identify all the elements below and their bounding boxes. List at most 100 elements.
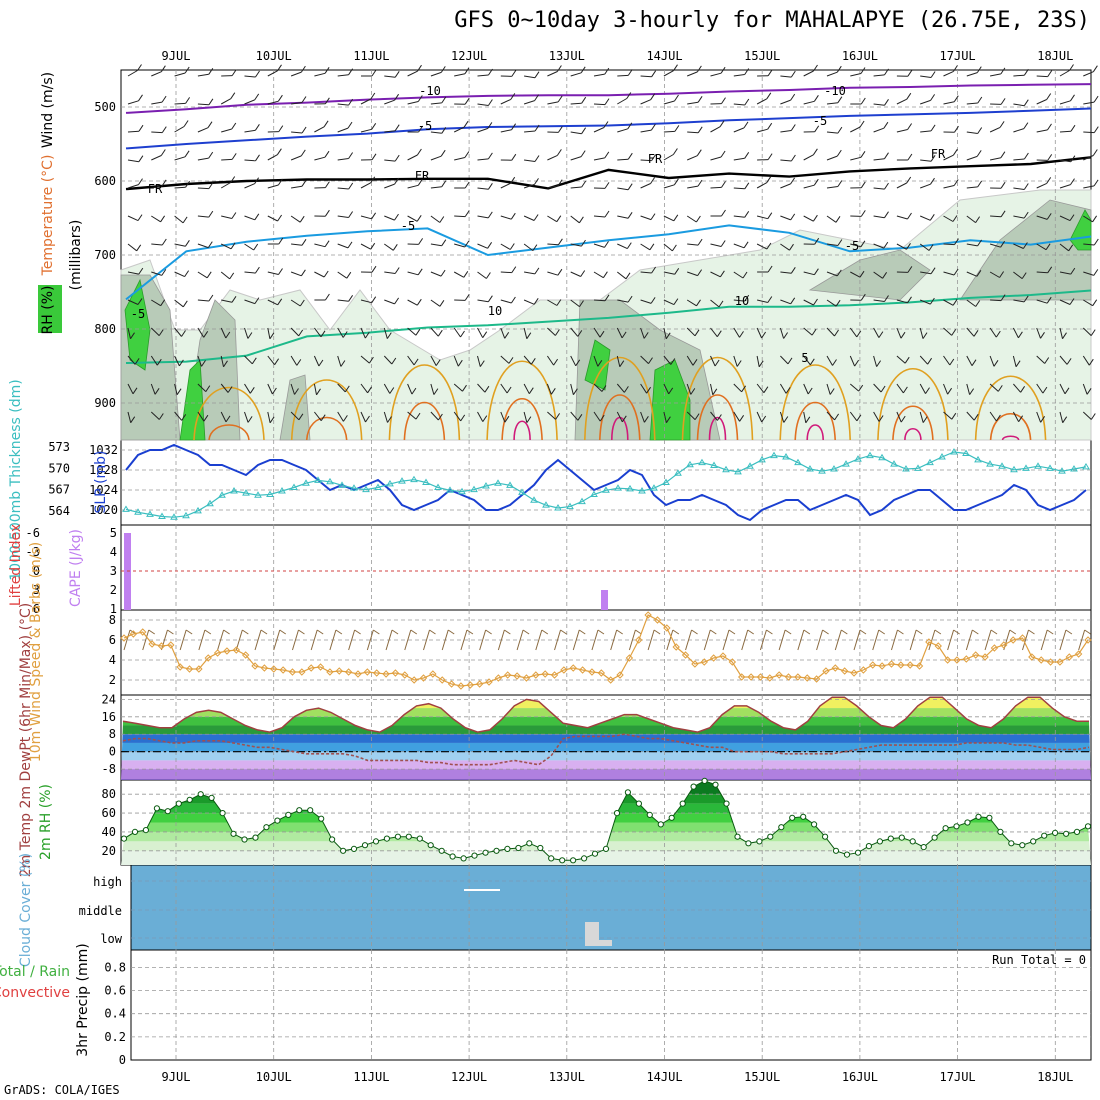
wind-barb-flag [132,387,138,395]
wind-barb-flag [581,127,587,134]
wind-barb-flag [1093,179,1099,187]
wind-barb-flag [227,386,233,393]
wind-barb-flag [324,150,330,158]
wind-barb-flag [882,272,888,279]
cape-bar [601,590,608,610]
wind-barb-upper [174,383,178,395]
wind-barb-flag [487,152,493,160]
wind-barb-flag [278,125,284,132]
wind-barb-flag [880,385,886,393]
wind-barb-upper [221,158,233,161]
wind-barb-flag [949,358,955,366]
rh2m-point [427,842,434,849]
wind-barb-upper [803,299,814,306]
wind-barb-flag [648,357,653,364]
wind-barb-flag [814,125,820,133]
wind-barb-upper [197,215,209,218]
isotherm-5-line [125,224,1092,301]
wind-barb-flag [417,64,422,72]
wind10-barb-flag [597,629,605,635]
wind-barb-flag [231,122,237,130]
wind-barb-flag [208,68,214,75]
wind10-point [700,658,708,666]
wind-barb-flag [511,153,517,161]
date-label-top: 16JUL [842,49,878,63]
wind-barb-upper [430,71,442,77]
wind-barb-upper [454,157,466,161]
wind-barb-upper [943,355,951,366]
wind-barb-upper [244,411,249,423]
wind-barb-flag [533,214,539,221]
wind-barb-flag [416,215,422,222]
li-tick-label: 6 [33,602,40,616]
temp-color-band [121,734,1091,743]
wind10-barb [254,629,262,651]
wind-barb-flag [300,65,306,73]
wind10-point [475,680,484,688]
wind10-barb-flag [709,629,717,635]
wind-barb-flag [884,68,889,76]
wind-barb-flag [973,330,979,337]
wind-barb-flag [604,210,610,218]
thickness-point [206,499,214,507]
wind-barb-flag [790,70,796,78]
rh2m-point [602,845,610,853]
rh2m-point [372,838,380,845]
wind-barb-upper [873,74,885,77]
wind-barb-upper [290,299,301,307]
wind10-barb-flag [260,629,268,635]
wind-barb-upper [617,299,629,303]
rh2m-point [285,811,292,819]
thickness-point [494,479,502,486]
wind-barb-flag [952,299,958,306]
wind-barb-flag [484,385,490,393]
wind-barb-upper [686,215,697,223]
date-label-top: 9JUL [162,49,191,63]
wind-barb-upper [151,215,161,223]
wind-barb-upper [756,383,765,394]
wind-barb-upper [453,327,461,338]
wind-barb-flag [394,213,399,221]
wind-barb-upper [710,327,718,338]
wind-barb-flag [161,238,167,246]
wind-barb-flag [742,271,748,279]
wind-barb-flag [370,242,376,250]
wind-barb-upper [547,243,559,246]
wind-barb-upper [570,271,581,277]
wind-barb-upper [127,383,134,395]
wind-barb-upper [477,127,489,133]
wind-barb-upper [850,156,862,161]
wind-barb-flag [790,267,796,274]
wind-barb-upper [850,243,862,248]
wind-barb-upper [779,383,787,394]
wind-barb-flag [342,331,348,338]
wind-barb-upper [663,154,674,161]
wind-barb-flag [900,415,906,423]
wind-barb-upper [151,271,162,276]
wind-barb-flag [534,94,540,101]
isotherm-value-label: -10 [824,84,846,98]
wind-barb-upper [523,411,528,423]
wind-barb-upper [174,156,186,161]
wind-barb-flag [995,330,1001,338]
wind-barb-upper [1083,299,1093,307]
wind10-point [344,668,353,676]
wind-barb-flag [415,412,421,420]
wind-barb-flag [324,209,330,217]
wind-barb-upper [1013,128,1025,133]
wind-barb-flag [184,150,190,158]
wind10-point [578,666,587,674]
wind-barb-upper [663,383,670,395]
thickness-point [806,465,814,472]
wind-barb-upper [780,355,789,365]
wind10-barb-flag [653,629,661,635]
wind-barb-flag [927,357,933,365]
wind-barb-flag [930,267,936,274]
wind-barb-upper [523,355,532,365]
rh-tick-label: 40 [102,825,116,839]
rh2m-point [219,810,226,817]
rh2m-point [668,814,675,821]
wind10-barb [1078,629,1086,651]
thickness-point [134,508,142,515]
thickness-point [998,462,1006,469]
